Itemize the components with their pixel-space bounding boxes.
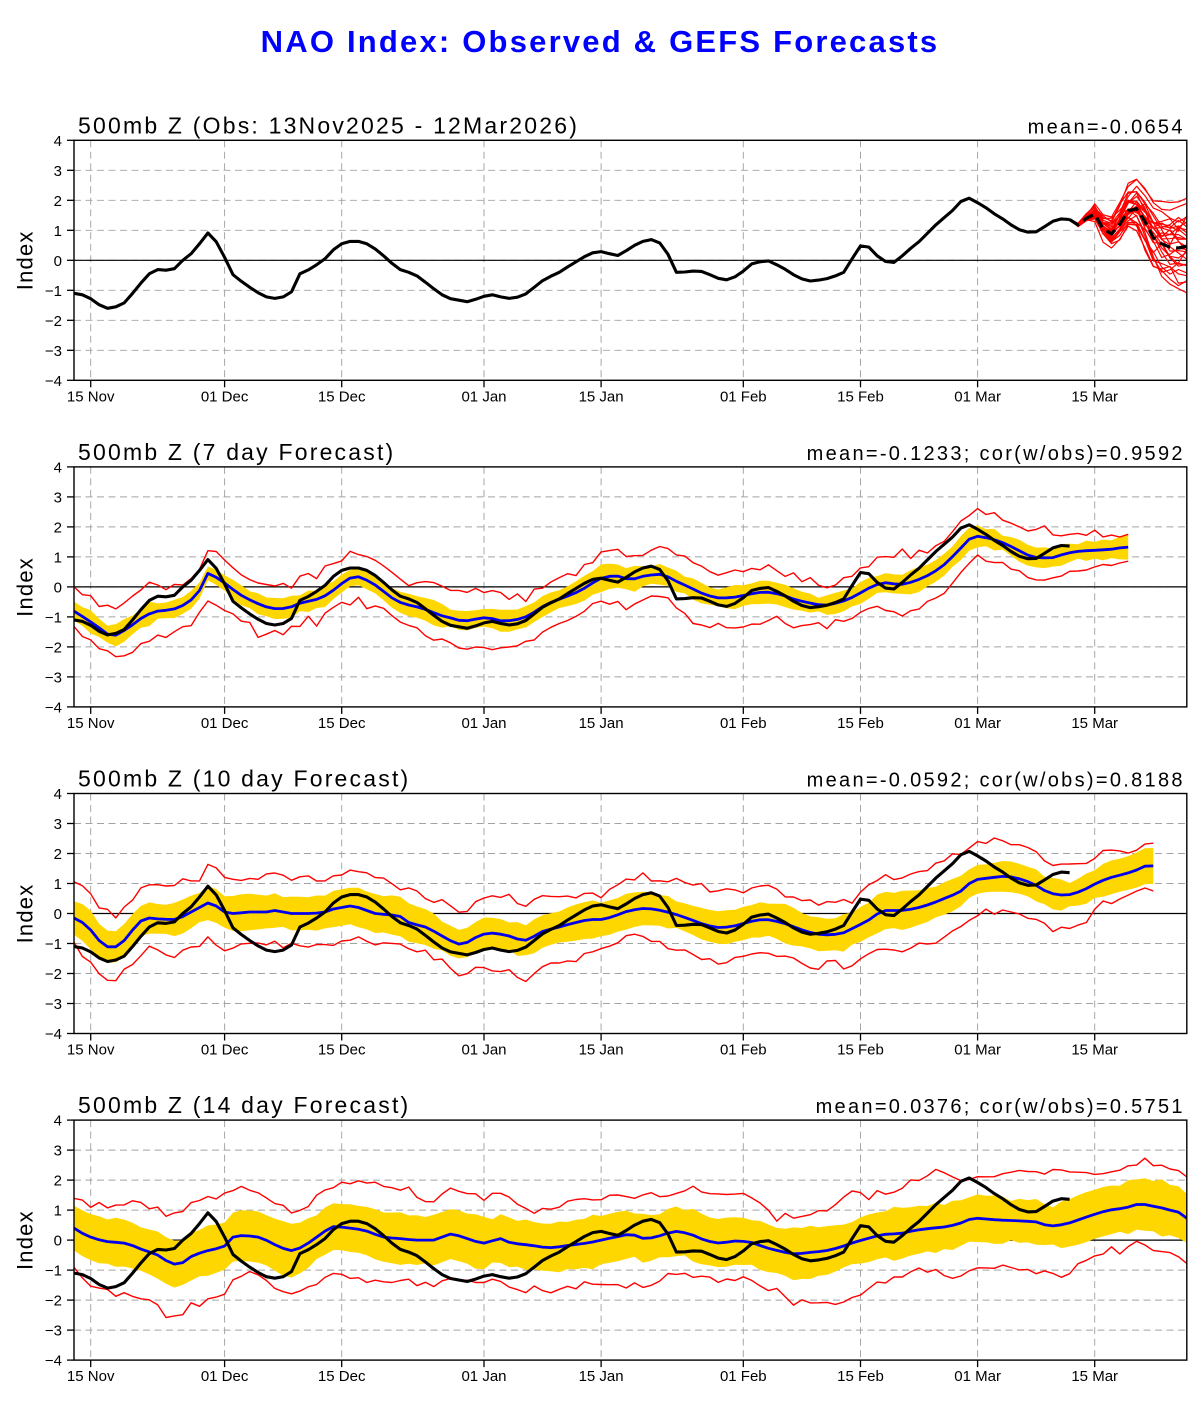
svg-text:Index: Index bbox=[13, 230, 38, 290]
svg-text:1: 1 bbox=[54, 876, 62, 893]
svg-text:01 Dec: 01 Dec bbox=[201, 388, 249, 405]
svg-text:−1: −1 bbox=[45, 609, 62, 626]
svg-text:−2: −2 bbox=[45, 1293, 62, 1310]
svg-text:15 Feb: 15 Feb bbox=[837, 715, 884, 732]
svg-text:−1: −1 bbox=[45, 1263, 62, 1280]
svg-text:−3: −3 bbox=[45, 343, 62, 360]
svg-text:01 Dec: 01 Dec bbox=[201, 715, 249, 732]
svg-text:1: 1 bbox=[54, 1203, 62, 1220]
svg-text:−3: −3 bbox=[45, 996, 62, 1013]
svg-text:4: 4 bbox=[54, 786, 62, 803]
svg-text:01 Jan: 01 Jan bbox=[461, 1368, 506, 1385]
svg-text:−3: −3 bbox=[45, 1323, 62, 1340]
svg-text:15 Mar: 15 Mar bbox=[1071, 1042, 1118, 1059]
svg-text:15 Jan: 15 Jan bbox=[579, 388, 624, 405]
svg-text:01 Feb: 01 Feb bbox=[720, 388, 767, 405]
svg-text:mean=-0.0654: mean=-0.0654 bbox=[1028, 116, 1185, 138]
svg-text:4: 4 bbox=[54, 459, 62, 476]
svg-text:01 Jan: 01 Jan bbox=[461, 715, 506, 732]
svg-text:NAO Index: Observed & GEFS For: NAO Index: Observed & GEFS Forecasts bbox=[261, 24, 940, 59]
svg-text:−2: −2 bbox=[45, 639, 62, 656]
svg-text:01 Jan: 01 Jan bbox=[461, 1042, 506, 1059]
svg-text:1: 1 bbox=[54, 223, 62, 240]
svg-text:−1: −1 bbox=[45, 283, 62, 300]
svg-text:0: 0 bbox=[54, 1233, 62, 1250]
svg-text:01 Mar: 01 Mar bbox=[954, 715, 1001, 732]
svg-text:15 Feb: 15 Feb bbox=[837, 1042, 884, 1059]
svg-text:mean=-0.0592; cor(w/obs)=0.818: mean=-0.0592; cor(w/obs)=0.8188 bbox=[807, 770, 1185, 792]
svg-text:15 Mar: 15 Mar bbox=[1071, 388, 1118, 405]
svg-text:01 Feb: 01 Feb bbox=[720, 1042, 767, 1059]
svg-text:15 Nov: 15 Nov bbox=[67, 715, 115, 732]
svg-text:01 Jan: 01 Jan bbox=[461, 388, 506, 405]
svg-text:mean=-0.1233; cor(w/obs)=0.959: mean=-0.1233; cor(w/obs)=0.9592 bbox=[807, 443, 1185, 465]
svg-text:−4: −4 bbox=[45, 699, 62, 716]
svg-text:−4: −4 bbox=[45, 1353, 62, 1370]
svg-text:15 Jan: 15 Jan bbox=[579, 1368, 624, 1385]
svg-text:−3: −3 bbox=[45, 669, 62, 686]
svg-text:500mb Z (7 day Forecast): 500mb Z (7 day Forecast) bbox=[78, 439, 395, 465]
svg-text:01 Feb: 01 Feb bbox=[720, 1368, 767, 1385]
svg-text:15 Jan: 15 Jan bbox=[579, 1042, 624, 1059]
svg-text:−4: −4 bbox=[45, 373, 62, 390]
svg-text:3: 3 bbox=[54, 1143, 62, 1160]
svg-text:3: 3 bbox=[54, 163, 62, 180]
svg-text:15 Dec: 15 Dec bbox=[318, 388, 366, 405]
svg-text:4: 4 bbox=[54, 133, 62, 150]
svg-text:mean=0.0376; cor(w/obs)=0.5751: mean=0.0376; cor(w/obs)=0.5751 bbox=[816, 1096, 1185, 1118]
svg-text:500mb Z (14 day Forecast): 500mb Z (14 day Forecast) bbox=[78, 1092, 410, 1118]
svg-text:2: 2 bbox=[54, 846, 62, 863]
svg-text:1: 1 bbox=[54, 549, 62, 566]
svg-text:01 Mar: 01 Mar bbox=[954, 1368, 1001, 1385]
svg-text:01 Dec: 01 Dec bbox=[201, 1368, 249, 1385]
svg-text:0: 0 bbox=[54, 906, 62, 923]
svg-text:15 Jan: 15 Jan bbox=[579, 715, 624, 732]
svg-text:15 Feb: 15 Feb bbox=[837, 388, 884, 405]
svg-text:15 Nov: 15 Nov bbox=[67, 1042, 115, 1059]
svg-text:4: 4 bbox=[54, 1113, 62, 1130]
svg-text:15 Nov: 15 Nov bbox=[67, 388, 115, 405]
svg-text:Index: Index bbox=[13, 557, 38, 617]
svg-text:500mb Z (Obs: 13Nov2025 - 12Ma: 500mb Z (Obs: 13Nov2025 - 12Mar2026) bbox=[78, 112, 579, 138]
svg-text:500mb Z (10 day Forecast): 500mb Z (10 day Forecast) bbox=[78, 766, 410, 792]
svg-text:0: 0 bbox=[54, 579, 62, 596]
svg-text:2: 2 bbox=[54, 519, 62, 536]
svg-text:15 Feb: 15 Feb bbox=[837, 1368, 884, 1385]
svg-text:15 Nov: 15 Nov bbox=[67, 1368, 115, 1385]
svg-text:15 Dec: 15 Dec bbox=[318, 715, 366, 732]
svg-text:3: 3 bbox=[54, 816, 62, 833]
svg-text:01 Feb: 01 Feb bbox=[720, 715, 767, 732]
svg-text:3: 3 bbox=[54, 489, 62, 506]
svg-text:15 Mar: 15 Mar bbox=[1071, 715, 1118, 732]
svg-text:2: 2 bbox=[54, 193, 62, 210]
svg-text:15 Dec: 15 Dec bbox=[318, 1368, 366, 1385]
svg-text:15 Mar: 15 Mar bbox=[1071, 1368, 1118, 1385]
svg-text:−2: −2 bbox=[45, 313, 62, 330]
svg-text:−1: −1 bbox=[45, 936, 62, 953]
svg-text:−4: −4 bbox=[45, 1026, 62, 1043]
svg-text:Index: Index bbox=[13, 1210, 38, 1270]
svg-text:15 Dec: 15 Dec bbox=[318, 1042, 366, 1059]
svg-text:01 Mar: 01 Mar bbox=[954, 1042, 1001, 1059]
svg-text:2: 2 bbox=[54, 1173, 62, 1190]
svg-text:01 Dec: 01 Dec bbox=[201, 1042, 249, 1059]
svg-text:Index: Index bbox=[13, 884, 38, 944]
svg-text:−2: −2 bbox=[45, 966, 62, 983]
svg-text:0: 0 bbox=[54, 253, 62, 270]
svg-text:01 Mar: 01 Mar bbox=[954, 388, 1001, 405]
